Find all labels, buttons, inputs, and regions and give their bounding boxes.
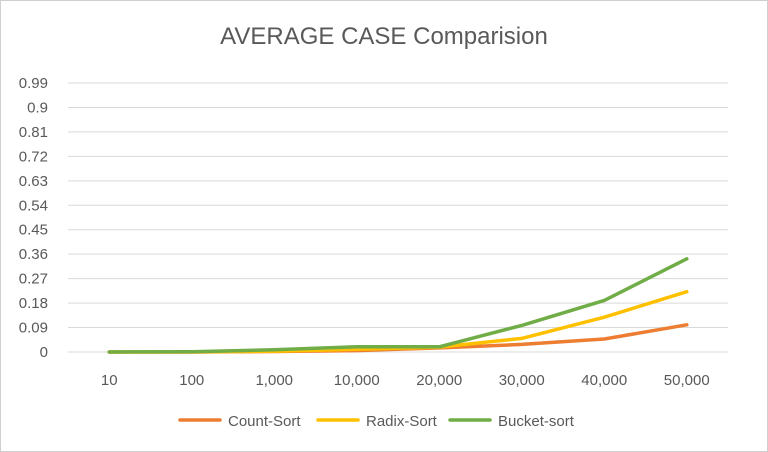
series-lines (107, 257, 689, 354)
x-tick-label: 10,000 (334, 372, 380, 389)
x-tick-label: 10 (101, 372, 118, 389)
x-tick-label: 50,000 (664, 372, 710, 389)
chart-title: AVERAGE CASE Comparision (220, 23, 548, 50)
x-tick-label: 100 (179, 372, 204, 389)
y-tick-label: 0.54 (19, 197, 48, 214)
legend-label: Radix-Sort (366, 413, 438, 430)
y-tick-label: 0.18 (19, 295, 48, 312)
x-tick-label: 30,000 (499, 372, 545, 389)
y-tick-label: 0 (40, 344, 48, 361)
y-tick-label: 0.09 (19, 320, 48, 337)
y-tick-label: 0.45 (19, 222, 48, 239)
legend: Count-Sort Radix-Sort Bucket-sort (178, 413, 575, 430)
x-tick-label: 1,000 (255, 372, 293, 389)
y-tick-label: 0.63 (19, 173, 48, 190)
series-line-bucket-sort (107, 257, 689, 354)
y-tick-label: 0.9 (27, 99, 48, 116)
x-tick-label: 40,000 (581, 372, 627, 389)
y-tick-label: 0.72 (19, 148, 48, 165)
gridlines (68, 82, 728, 353)
y-tick-label: 0.36 (19, 246, 48, 263)
y-axis-tick-labels: 0 0.09 0.18 0.27 0.36 0.45 0.54 0.63 0.72 0.81 0.9… (19, 75, 48, 361)
y-tick-label: 0.81 (19, 124, 48, 141)
y-tick-label: 0.99 (19, 75, 48, 92)
x-tick-label: 20,000 (416, 372, 462, 389)
x-axis-tick-labels: 10 100 1,000 10,000 20,000 30,000 40,000 50,000 (101, 372, 710, 389)
y-tick-label: 0.27 (19, 271, 48, 288)
legend-label: Bucket-sort (498, 413, 575, 430)
legend-label: Count-Sort (228, 413, 301, 430)
